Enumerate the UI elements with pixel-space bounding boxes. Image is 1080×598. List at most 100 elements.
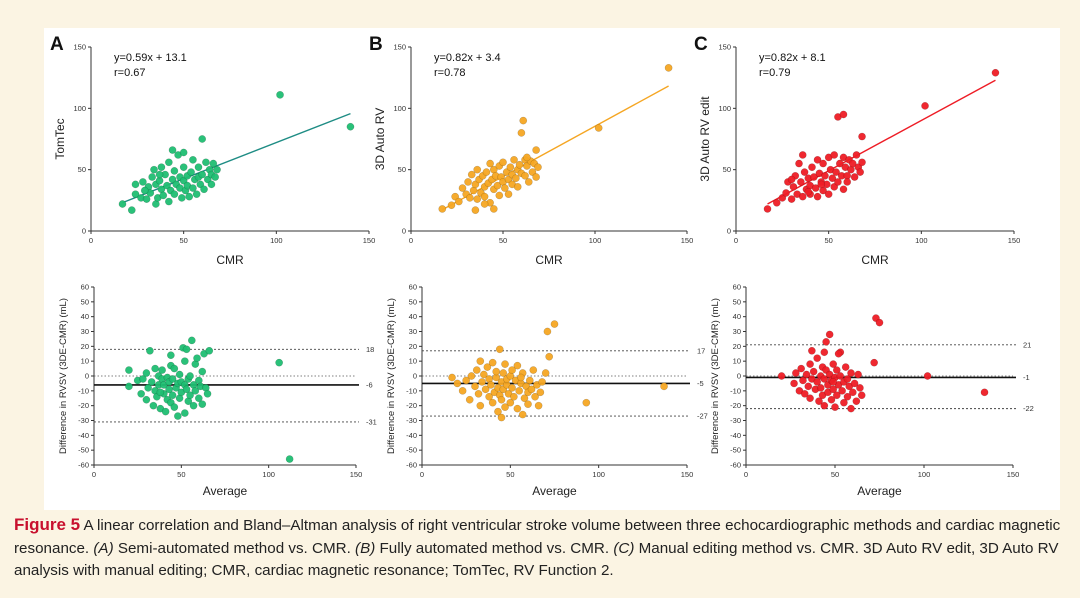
x-tick-label: 100 bbox=[915, 236, 928, 245]
data-point bbox=[464, 178, 472, 186]
data-point bbox=[804, 187, 813, 196]
data-point bbox=[809, 367, 818, 376]
regression-line bbox=[441, 85, 669, 211]
data-point bbox=[529, 366, 538, 374]
y-tick-label: 10 bbox=[409, 357, 417, 366]
data-point bbox=[170, 364, 179, 373]
data-point bbox=[856, 168, 865, 176]
data-point bbox=[165, 385, 173, 394]
data-point bbox=[186, 372, 194, 380]
y-axis-title: Difference in RVSV (3DE-CMR) (mL) bbox=[58, 298, 69, 454]
data-point bbox=[471, 180, 480, 189]
data-point bbox=[500, 184, 509, 192]
data-point bbox=[179, 148, 188, 157]
data-point bbox=[543, 327, 552, 336]
data-point bbox=[186, 391, 194, 400]
data-point bbox=[478, 378, 486, 386]
data-point bbox=[211, 173, 220, 181]
data-point bbox=[499, 158, 507, 167]
y-tick-label: 10 bbox=[81, 357, 89, 366]
data-point bbox=[800, 389, 809, 398]
data-point bbox=[921, 102, 929, 110]
data-point bbox=[843, 392, 852, 401]
chart-panel-1-bland-altman: 0 50 100 1506050403020100-10-20-30-40-50-60… bbox=[58, 283, 377, 499]
y-tick-label: 50 bbox=[733, 297, 741, 306]
y-tick-label: -60 bbox=[78, 461, 89, 470]
data-point bbox=[809, 173, 818, 181]
y-tick-label: -50 bbox=[730, 446, 741, 455]
data-point bbox=[448, 373, 456, 382]
data-point bbox=[856, 384, 864, 392]
y-tick-label: 50 bbox=[723, 165, 731, 174]
figure-caption: Figure 5 A linear correlation and Bland–… bbox=[14, 514, 1074, 583]
data-point bbox=[808, 163, 816, 172]
y-tick-label: -10 bbox=[78, 386, 89, 395]
data-point bbox=[839, 185, 848, 194]
data-point bbox=[854, 370, 862, 379]
x-axis-title: Average bbox=[532, 484, 577, 498]
data-point bbox=[534, 163, 542, 172]
data-point bbox=[131, 190, 140, 199]
y-tick-label: 40 bbox=[733, 312, 741, 321]
data-point bbox=[804, 382, 813, 391]
chart-panel-3-correlation: 0 50 100 150 0 50 100 150 CMR 3D Auto RV edit y=0.… bbox=[698, 43, 1020, 268]
data-point bbox=[523, 153, 531, 162]
y-tick-label: 150 bbox=[393, 43, 406, 52]
y-axis-title: Difference in RVSV (3DE-CMR) (mL) bbox=[386, 298, 397, 454]
data-point bbox=[168, 175, 177, 184]
data-point bbox=[520, 394, 529, 403]
data-point bbox=[847, 369, 855, 377]
y-tick-label: 0 bbox=[402, 227, 406, 236]
data-point bbox=[832, 391, 841, 400]
data-point bbox=[828, 174, 837, 183]
data-point bbox=[438, 205, 447, 213]
x-tick-label: 100 bbox=[918, 470, 931, 479]
caption-text-2: Semi-automated method vs. CMR. bbox=[113, 539, 356, 557]
data-point bbox=[194, 163, 203, 172]
correlation-r: r=0.79 bbox=[759, 67, 791, 79]
data-point bbox=[517, 373, 525, 382]
data-point bbox=[847, 404, 855, 413]
x-tick-label: 50 bbox=[499, 236, 507, 245]
data-point bbox=[482, 168, 491, 176]
chart-panel-2-correlation: 0 50 100 150 0 50 100 150 CMR 3D Auto RV y=0.82x +… bbox=[373, 43, 693, 268]
data-point bbox=[142, 195, 151, 203]
mean-difference-label: -5 bbox=[697, 379, 704, 388]
data-point bbox=[198, 135, 207, 143]
data-point bbox=[499, 369, 508, 377]
y-tick-label: -50 bbox=[406, 446, 417, 455]
data-point bbox=[791, 369, 800, 377]
data-point bbox=[840, 398, 848, 407]
x-tick-label: 150 bbox=[1008, 236, 1021, 245]
data-point bbox=[528, 168, 537, 176]
data-point bbox=[811, 184, 820, 192]
data-point bbox=[838, 386, 846, 395]
data-point bbox=[820, 401, 829, 410]
data-point bbox=[772, 198, 781, 207]
y-tick-label: 60 bbox=[81, 283, 89, 292]
data-point bbox=[187, 168, 195, 176]
data-point bbox=[157, 163, 166, 172]
y-tick-label: 60 bbox=[733, 283, 741, 292]
data-point bbox=[127, 206, 136, 214]
data-point bbox=[161, 407, 170, 416]
data-point bbox=[200, 185, 208, 194]
data-point bbox=[787, 195, 796, 203]
caption-label: Figure 5 bbox=[14, 515, 81, 534]
y-tick-label: -40 bbox=[406, 431, 417, 440]
data-point bbox=[168, 391, 177, 400]
data-point bbox=[182, 345, 191, 354]
y-tick-label: -40 bbox=[730, 431, 741, 440]
x-axis-title: Average bbox=[857, 484, 902, 498]
regression-equation: y=0.82x + 3.4 bbox=[434, 52, 501, 64]
data-point bbox=[510, 392, 518, 401]
data-point bbox=[458, 184, 467, 192]
y-tick-label: -40 bbox=[78, 431, 89, 440]
data-point bbox=[465, 395, 474, 404]
data-point bbox=[458, 386, 467, 395]
data-point bbox=[147, 378, 156, 386]
lower-limit-label: -31 bbox=[366, 417, 377, 426]
y-tick-label: -20 bbox=[78, 401, 89, 410]
y-tick-label: 0 bbox=[737, 372, 741, 381]
data-point bbox=[513, 182, 522, 191]
